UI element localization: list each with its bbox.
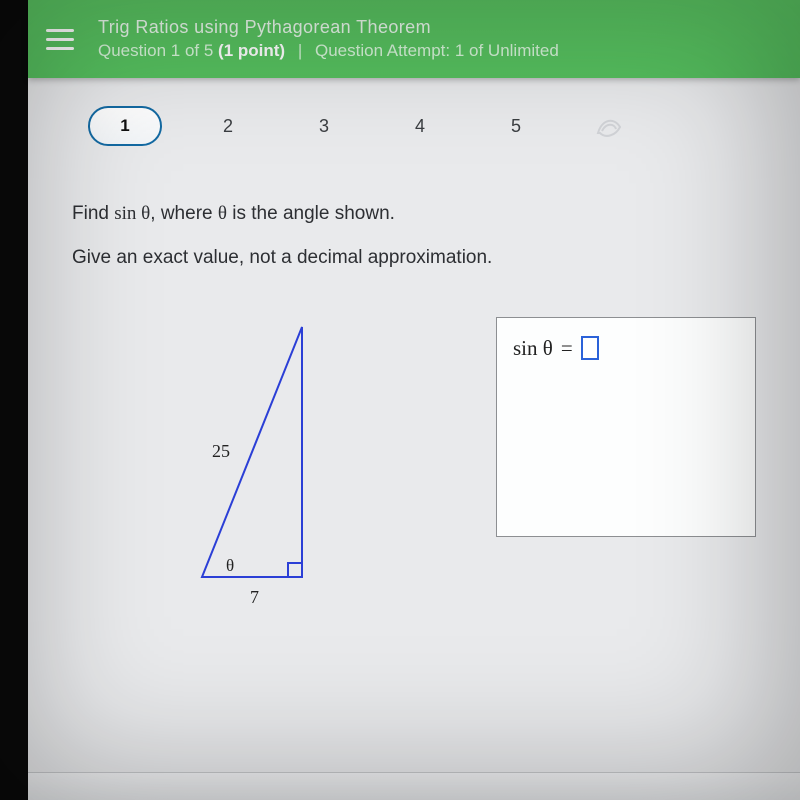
question-content: Find sin θ, where θ is the angle shown. … [28, 156, 800, 637]
scratchpad-icon[interactable] [592, 109, 626, 143]
question-nav-4[interactable]: 4 [390, 116, 450, 137]
triangle-diagram: 25 7θ [72, 317, 452, 617]
bottom-bar [28, 772, 800, 800]
question-nav-3[interactable]: 3 [294, 116, 354, 137]
question-navigator: 1 2 3 4 5 [28, 78, 800, 156]
header-text: Trig Ratios using Pythagorean Theorem Qu… [98, 17, 559, 61]
question-nav-5[interactable]: 5 [486, 116, 546, 137]
points-label: (1 point) [218, 41, 285, 60]
answer-lhs: sin θ [513, 336, 553, 361]
answer-equals: = [561, 336, 573, 361]
hamburger-menu-icon[interactable] [46, 22, 80, 56]
svg-text:25: 25 [212, 441, 230, 461]
prompt-line-2: Give an exact value, not a decimal appro… [72, 247, 756, 269]
assignment-header: Trig Ratios using Pythagorean Theorem Qu… [28, 0, 800, 78]
prompt-line-1: Find sin θ, where θ is the angle shown. [72, 200, 756, 229]
answer-equation: sin θ = [513, 336, 739, 361]
meta-divider: | [290, 41, 310, 60]
answer-input-blank[interactable] [581, 336, 599, 360]
question-nav-2[interactable]: 2 [198, 116, 258, 137]
assignment-title: Trig Ratios using Pythagorean Theorem [98, 17, 559, 38]
answer-box: sin θ = [496, 317, 756, 537]
attempt-label: Question Attempt: 1 of Unlimited [315, 41, 559, 60]
svg-text:θ: θ [226, 556, 234, 575]
question-number-label: Question 1 of 5 [98, 41, 213, 60]
question-nav-1[interactable]: 1 [88, 106, 162, 146]
svg-text:7: 7 [250, 587, 259, 607]
question-meta: Question 1 of 5 (1 point) | Question Att… [98, 41, 559, 61]
